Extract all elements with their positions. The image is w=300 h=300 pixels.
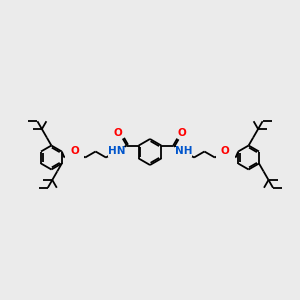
Text: NH: NH — [175, 146, 192, 157]
Text: HN: HN — [108, 146, 125, 157]
Text: O: O — [178, 128, 187, 138]
Text: O: O — [70, 146, 79, 157]
Text: O: O — [113, 128, 122, 138]
Text: O: O — [221, 146, 230, 157]
